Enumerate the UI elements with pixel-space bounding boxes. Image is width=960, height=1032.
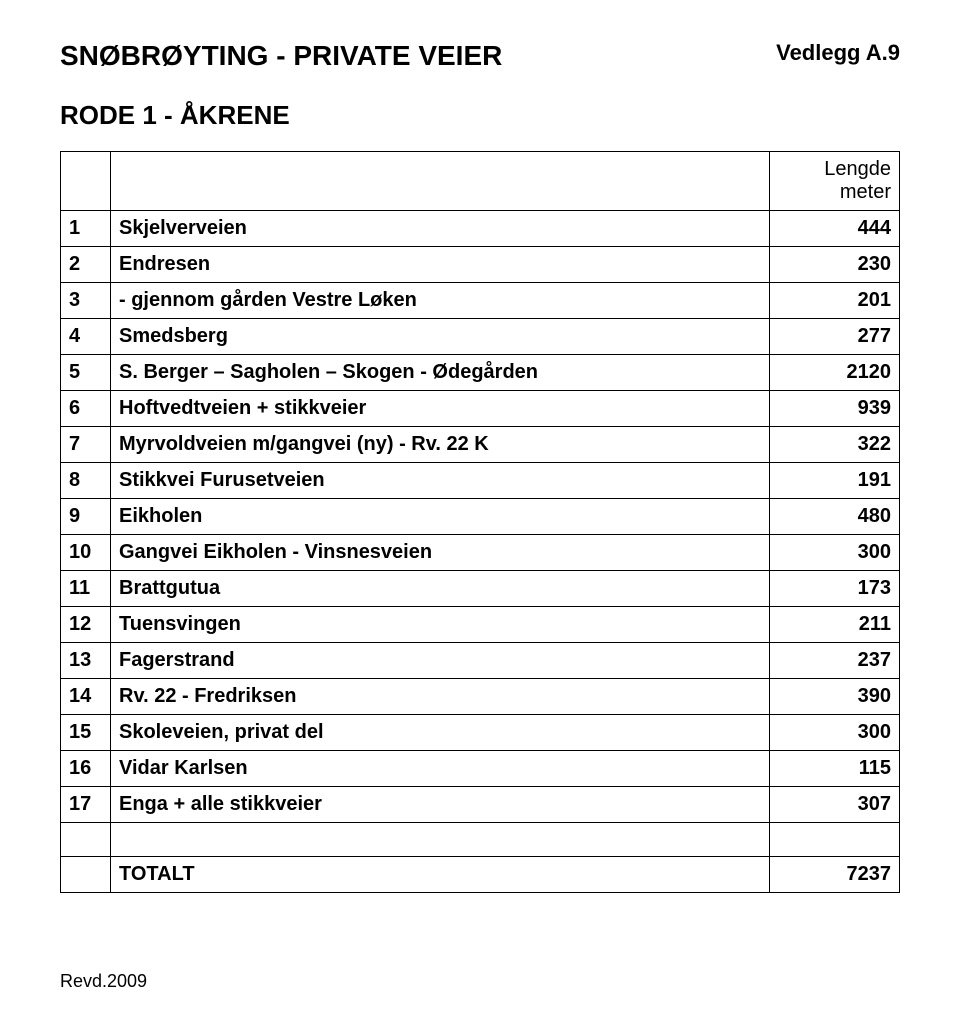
header-cell-num (61, 152, 111, 211)
table-row: 4 Smedsberg 277 (61, 319, 900, 355)
table-row: 8 Stikkvei Furusetveien 191 (61, 463, 900, 499)
row-val: 237 (770, 643, 900, 679)
row-desc: Gangvei Eikholen - Vinsnesveien (111, 535, 770, 571)
row-val: 115 (770, 751, 900, 787)
data-table: Lengde meter 1 Skjelverveien 444 2 Endre… (60, 151, 900, 893)
row-desc: Hoftvedtveien + stikkveier (111, 391, 770, 427)
row-desc: Skjelverveien (111, 211, 770, 247)
row-num: 8 (61, 463, 111, 499)
row-desc: Fagerstrand (111, 643, 770, 679)
row-num: 6 (61, 391, 111, 427)
row-desc: Endresen (111, 247, 770, 283)
table-row: 17 Enga + alle stikkveier 307 (61, 787, 900, 823)
table-row: 10 Gangvei Eikholen - Vinsnesveien 300 (61, 535, 900, 571)
row-val: 390 (770, 679, 900, 715)
table-row: 7 Myrvoldveien m/gangvei (ny) - Rv. 22 K… (61, 427, 900, 463)
row-desc: - gjennom gården Vestre Løken (111, 283, 770, 319)
row-val: 444 (770, 211, 900, 247)
row-val: 300 (770, 715, 900, 751)
row-desc: Enga + alle stikkveier (111, 787, 770, 823)
row-val: 173 (770, 571, 900, 607)
row-val: 939 (770, 391, 900, 427)
total-label: TOTALT (111, 857, 770, 893)
empty-cell (770, 823, 900, 857)
row-num: 14 (61, 679, 111, 715)
row-desc: Brattgutua (111, 571, 770, 607)
row-num: 3 (61, 283, 111, 319)
header-row: SNØBRØYTING - PRIVATE VEIER Vedlegg A.9 (60, 40, 900, 72)
header-cell-desc (111, 152, 770, 211)
row-val: 480 (770, 499, 900, 535)
row-desc: Myrvoldveien m/gangvei (ny) - Rv. 22 K (111, 427, 770, 463)
row-desc: S. Berger – Sagholen – Skogen - Ødegårde… (111, 355, 770, 391)
table-row: 16 Vidar Karlsen 115 (61, 751, 900, 787)
table-row: 5 S. Berger – Sagholen – Skogen - Ødegår… (61, 355, 900, 391)
table-row: 11 Brattgutua 173 (61, 571, 900, 607)
table-row: 14 Rv. 22 - Fredriksen 390 (61, 679, 900, 715)
table-row: 15 Skoleveien, privat del 300 (61, 715, 900, 751)
row-num: 7 (61, 427, 111, 463)
row-num: 10 (61, 535, 111, 571)
table-row: 2 Endresen 230 (61, 247, 900, 283)
table-row: 9 Eikholen 480 (61, 499, 900, 535)
row-val: 211 (770, 607, 900, 643)
row-val: 201 (770, 283, 900, 319)
table-row: 6 Hoftvedtveien + stikkveier 939 (61, 391, 900, 427)
table-row: 13 Fagerstrand 237 (61, 643, 900, 679)
row-desc: Eikholen (111, 499, 770, 535)
row-num: 17 (61, 787, 111, 823)
footer-revision: Revd.2009 (60, 971, 147, 992)
empty-cell (111, 823, 770, 857)
row-desc: Smedsberg (111, 319, 770, 355)
total-value: 7237 (770, 857, 900, 893)
header-cell-length: Lengde meter (770, 152, 900, 211)
row-desc: Vidar Karlsen (111, 751, 770, 787)
row-num: 4 (61, 319, 111, 355)
row-val: 191 (770, 463, 900, 499)
row-val: 2120 (770, 355, 900, 391)
row-desc: Rv. 22 - Fredriksen (111, 679, 770, 715)
row-num: 2 (61, 247, 111, 283)
row-num: 16 (61, 751, 111, 787)
empty-cell (61, 823, 111, 857)
row-val: 322 (770, 427, 900, 463)
table-row: 12 Tuensvingen 211 (61, 607, 900, 643)
row-val: 300 (770, 535, 900, 571)
table-total-row: TOTALT 7237 (61, 857, 900, 893)
page-title: SNØBRØYTING - PRIVATE VEIER (60, 40, 502, 72)
table-header-row: Lengde meter (61, 152, 900, 211)
row-num: 5 (61, 355, 111, 391)
row-num: 1 (61, 211, 111, 247)
row-num: 15 (61, 715, 111, 751)
table-empty-row (61, 823, 900, 857)
table-row: 3 - gjennom gården Vestre Løken 201 (61, 283, 900, 319)
row-num: 11 (61, 571, 111, 607)
row-num: 12 (61, 607, 111, 643)
page-subtitle: RODE 1 - ÅKRENE (60, 100, 900, 131)
row-val: 307 (770, 787, 900, 823)
total-num (61, 857, 111, 893)
attachment-label: Vedlegg A.9 (776, 40, 900, 66)
row-num: 13 (61, 643, 111, 679)
row-val: 277 (770, 319, 900, 355)
row-desc: Skoleveien, privat del (111, 715, 770, 751)
row-num: 9 (61, 499, 111, 535)
row-desc: Tuensvingen (111, 607, 770, 643)
row-val: 230 (770, 247, 900, 283)
row-desc: Stikkvei Furusetveien (111, 463, 770, 499)
table-row: 1 Skjelverveien 444 (61, 211, 900, 247)
